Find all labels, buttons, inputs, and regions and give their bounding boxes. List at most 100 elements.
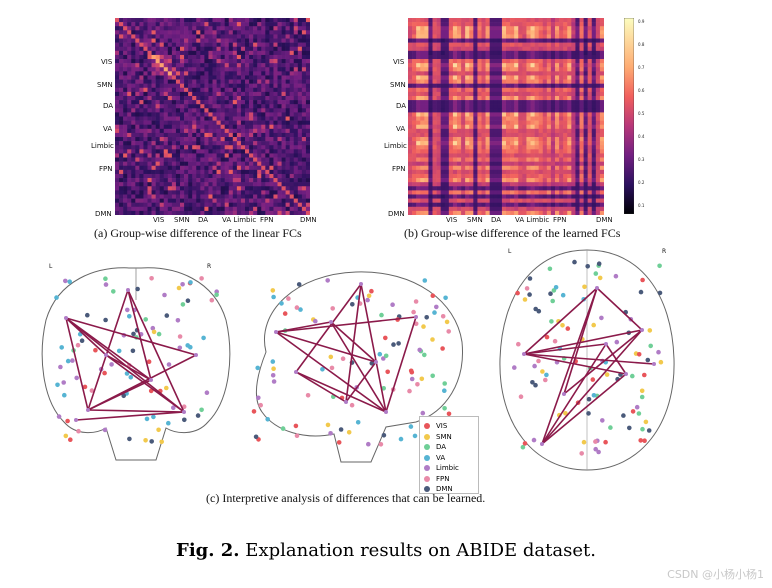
heatmap-cell (563, 26, 568, 31)
brain-node (599, 315, 604, 321)
brain-node (70, 358, 75, 363)
heatmap-cell (497, 178, 503, 183)
heatmap-cell (440, 137, 446, 142)
brain-node (600, 418, 605, 423)
heatmap-cell (424, 120, 429, 125)
heatmap-cell (167, 206, 173, 212)
heatmap-cell (301, 34, 307, 39)
heatmap-cell (587, 137, 593, 142)
brain-node (338, 427, 344, 432)
heatmap-cell (228, 38, 234, 43)
heatmap-cell (469, 112, 474, 117)
heatmap-cell (579, 79, 584, 84)
heatmap-cell (555, 67, 560, 72)
heatmap-cell (204, 169, 209, 175)
heatmap-cell (587, 67, 593, 72)
heatmap-cell (216, 95, 221, 101)
heatmap-cell (143, 182, 148, 187)
heatmap-cell (452, 141, 458, 146)
heatmap-cell (212, 91, 217, 97)
heatmap-cell (420, 104, 425, 109)
heatmap-cell (408, 137, 413, 142)
heatmap-cell (514, 190, 519, 195)
heatmap-cell (139, 128, 144, 134)
heatmap-cell (196, 79, 201, 84)
heatmap-cell (220, 104, 225, 109)
heatmap-cell (305, 18, 310, 23)
heatmap-cell (420, 63, 425, 68)
heatmap-cell (151, 182, 156, 187)
heatmap-cell (151, 149, 156, 154)
heatmap-cell (473, 169, 478, 175)
heatmap-cell (432, 153, 437, 158)
heatmap-cell (212, 194, 217, 199)
heatmap-cell (408, 22, 413, 27)
brain-node (560, 292, 566, 298)
heatmap-cell (285, 169, 290, 175)
heatmap-cell (555, 54, 560, 60)
heatmap-cell (131, 137, 136, 142)
heatmap-cell (518, 153, 523, 158)
heatmap-cell (143, 63, 148, 68)
heatmap-cell (461, 22, 466, 27)
heatmap-cell (147, 108, 152, 113)
heatmap-cell (151, 71, 156, 76)
brain-node (144, 416, 150, 422)
heatmap-cell (489, 141, 495, 146)
heatmap-cell (159, 116, 165, 121)
heatmap-cell (163, 173, 169, 179)
heatmap-cell (563, 104, 568, 109)
heatmap-cell (135, 108, 140, 113)
heatmap-cell (493, 91, 499, 97)
brain-node (294, 305, 300, 310)
heatmap-cell (530, 46, 535, 52)
heatmap-cell (416, 124, 421, 130)
heatmap-cell (236, 91, 242, 97)
heatmap-cell (595, 128, 601, 134)
heatmap-cell (188, 104, 193, 109)
heatmap-cell (253, 190, 258, 195)
heatmap-cell (257, 46, 262, 52)
heatmap-cell (293, 83, 299, 89)
heatmap-cell (530, 38, 535, 43)
heatmap-cell (477, 42, 482, 48)
heatmap-cell (184, 173, 189, 179)
heatmap-cell (281, 124, 286, 130)
heatmap-cell (228, 87, 234, 93)
heatmap-cell (204, 186, 209, 191)
heatmap-cell (542, 87, 548, 93)
heatmap-cell (281, 182, 286, 187)
heatmap-cell (436, 87, 441, 93)
heatmap-cell (163, 161, 169, 167)
heatmap-cell (119, 153, 124, 158)
heatmap-cell (180, 26, 185, 31)
heatmap-cell (567, 75, 572, 80)
heatmap-cell (131, 132, 136, 138)
heatmap-cell (273, 38, 278, 43)
heatmap-cell (538, 210, 544, 215)
heatmap-cell (477, 18, 482, 23)
heatmap-cell (530, 91, 535, 97)
heatmap-cell (163, 206, 169, 212)
heatmap-cell (477, 63, 482, 68)
heatmap-cell (200, 22, 205, 27)
heatmap-cell (208, 100, 213, 105)
heatmap-cell (469, 30, 474, 35)
heatmap-cell (510, 67, 515, 72)
heatmap-cell (204, 108, 209, 113)
heatmap-cell (115, 63, 120, 68)
heatmap-cell (123, 169, 128, 175)
heatmap-cell (530, 87, 535, 93)
heatmap-cell (530, 22, 535, 27)
heatmap-cell (236, 79, 242, 84)
heatmap-cell (506, 71, 511, 76)
heatmap-cell (506, 50, 511, 56)
heatmap-cell (489, 157, 495, 162)
heatmap-cell (567, 128, 572, 134)
heatmap-cell (277, 128, 282, 134)
heatmap-cell (240, 112, 246, 117)
heatmap-cell (461, 30, 466, 35)
heatmap-cell (448, 112, 454, 117)
heatmap-cell (192, 91, 197, 97)
heatmap-cell (147, 149, 152, 154)
